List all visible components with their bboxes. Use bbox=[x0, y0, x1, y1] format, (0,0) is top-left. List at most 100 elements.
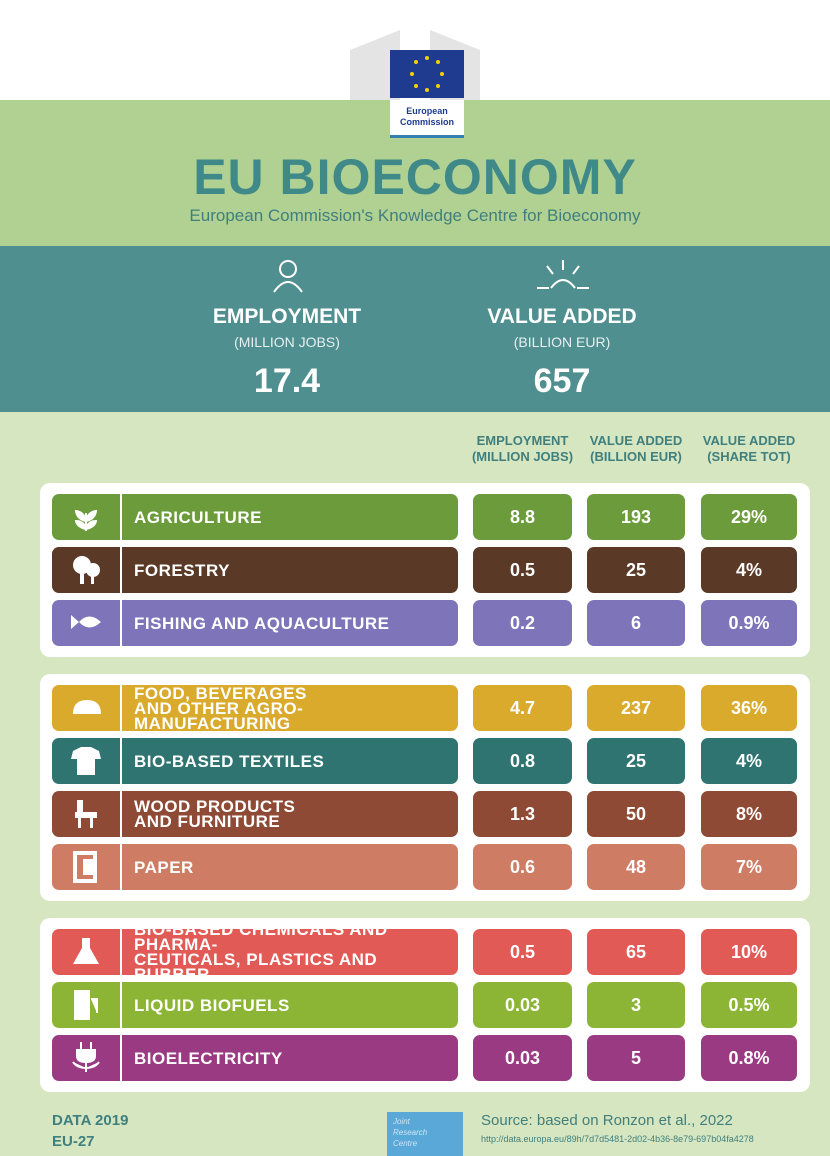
top-band bbox=[0, 0, 830, 100]
logo-text: Commission bbox=[399, 117, 454, 127]
icon-glyph bbox=[74, 509, 98, 531]
column-header-line: (BILLION EUR) bbox=[590, 449, 682, 464]
sector-icon bbox=[52, 1035, 120, 1081]
sector-label-line: PAPER bbox=[134, 857, 194, 877]
summary-label: EMPLOYMENT bbox=[212, 305, 362, 328]
sector-icon bbox=[52, 685, 120, 731]
summary-unit: (BILLION EUR) bbox=[513, 334, 611, 350]
column-header-line: VALUE ADDED bbox=[702, 433, 796, 448]
summary-unit: (MILLION JOBS) bbox=[234, 334, 340, 350]
column-header-line: (SHARE TOT) bbox=[707, 449, 791, 464]
value-cell: 5 bbox=[587, 1035, 685, 1081]
sector-label-line: BIO-BASED CHEMICALS AND PHARMA- bbox=[134, 920, 388, 954]
column-header-line: (MILLION JOBS) bbox=[471, 449, 574, 464]
sector-icon bbox=[52, 494, 120, 540]
sector-icon bbox=[52, 600, 120, 646]
sector-label: BIOELECTRICITY bbox=[122, 1035, 458, 1081]
value-cell: 8.8 bbox=[473, 494, 572, 540]
value-cell: 193 bbox=[587, 494, 685, 540]
value-cell: 0.03 bbox=[473, 1035, 572, 1081]
value-cell: 0.5% bbox=[701, 982, 797, 1028]
logo-text: European bbox=[406, 106, 448, 116]
sector-icon bbox=[52, 982, 120, 1028]
column-header: EMPLOYMENT (MILLION JOBS) bbox=[468, 433, 578, 465]
summary-value: 17.4 bbox=[253, 362, 321, 400]
sector-label: FISHING AND AQUACULTURE bbox=[122, 600, 458, 646]
logo-building bbox=[350, 30, 480, 100]
column-header-line: EMPLOYMENT bbox=[476, 433, 569, 448]
value-cell: 3 bbox=[587, 982, 685, 1028]
column-header: VALUE ADDED (SHARE TOT) bbox=[694, 433, 804, 465]
sector-label-line: LIQUID BIOFUELS bbox=[134, 995, 290, 1015]
sector-label-line: AND OTHER AGRO-MANUFACTURING bbox=[134, 698, 304, 733]
value-cell: 0.03 bbox=[473, 982, 572, 1028]
sector-label: BIO-BASED TEXTILES bbox=[122, 738, 458, 784]
value-cell: 29% bbox=[701, 494, 797, 540]
column-header: VALUE ADDED (BILLION EUR) bbox=[581, 433, 691, 465]
icon-glyph bbox=[73, 938, 99, 964]
summary-band bbox=[0, 246, 830, 412]
value-cell: 8% bbox=[701, 791, 797, 837]
sector-label: FOOD, BEVERAGES AND OTHER AGRO-MANUFACTUR… bbox=[122, 683, 458, 733]
sector-label: BIO-BASED CHEMICALS AND PHARMA- CEUTICALS… bbox=[122, 921, 458, 983]
sector-label: PAPER bbox=[122, 844, 458, 890]
icon-glyph bbox=[73, 556, 100, 584]
value-cell: 4.7 bbox=[473, 685, 572, 731]
value-cell: 1.3 bbox=[473, 791, 572, 837]
value-cell: 0.9% bbox=[701, 600, 797, 646]
sector-label-line: FOOD, BEVERAGES bbox=[134, 683, 307, 703]
jrc-logo: Joint Research Centre bbox=[387, 1112, 463, 1156]
column-header-line: VALUE ADDED bbox=[589, 433, 683, 448]
sun-icon bbox=[537, 260, 589, 289]
value-cell: 10% bbox=[701, 929, 797, 975]
value-cell: 4% bbox=[701, 547, 797, 593]
value-cell: 6 bbox=[587, 600, 685, 646]
source-url: http://data.europa.eu/89h/7d7d5481-2d02-… bbox=[481, 1134, 754, 1144]
icon-glyph bbox=[71, 747, 101, 775]
title: EU BIOECONOMY bbox=[193, 149, 637, 205]
jrc-text: Joint bbox=[393, 1117, 410, 1126]
value-cell: 237 bbox=[587, 685, 685, 731]
icon-glyph bbox=[73, 851, 97, 883]
data-year: DATA 2019 bbox=[52, 1112, 129, 1129]
icon-glyph bbox=[73, 700, 101, 714]
value-cell: 7% bbox=[701, 844, 797, 890]
value-cell: 48 bbox=[587, 844, 685, 890]
value-cell: 25 bbox=[587, 738, 685, 784]
sector-label-line: FISHING AND AQUACULTURE bbox=[134, 613, 390, 633]
sector-label: LIQUID BIOFUELS bbox=[122, 982, 458, 1028]
sector-label-line: AGRICULTURE bbox=[134, 507, 262, 527]
value-cell: 50 bbox=[587, 791, 685, 837]
sector-icon bbox=[52, 844, 120, 890]
value-cell: 4% bbox=[701, 738, 797, 784]
sector-label-line: AND FURNITURE bbox=[134, 812, 281, 831]
sector-icon bbox=[52, 929, 120, 975]
value-cell: 0.6 bbox=[473, 844, 572, 890]
icon-glyph bbox=[74, 990, 98, 1020]
value-cell: 0.8% bbox=[701, 1035, 797, 1081]
jrc-text: Research bbox=[393, 1128, 428, 1137]
source: Source: based on Ronzon et al., 2022 bbox=[481, 1112, 733, 1129]
sector-label: AGRICULTURE bbox=[122, 494, 458, 540]
sector-label-line: FORESTRY bbox=[134, 560, 230, 580]
sector-label: FORESTRY bbox=[122, 547, 458, 593]
sector-icon bbox=[52, 738, 120, 784]
sector-icon bbox=[52, 791, 120, 837]
region: EU-27 bbox=[52, 1133, 95, 1150]
sector-icon bbox=[52, 547, 120, 593]
logo-label: European Commission bbox=[390, 100, 464, 138]
sector-label-line: BIO-BASED TEXTILES bbox=[134, 751, 325, 771]
value-cell: 36% bbox=[701, 685, 797, 731]
summary-label: VALUE ADDED bbox=[487, 305, 637, 328]
value-cell: 0.2 bbox=[473, 600, 572, 646]
icon-glyph bbox=[72, 1042, 100, 1072]
value-cell: 65 bbox=[587, 929, 685, 975]
icon-glyph bbox=[71, 615, 101, 629]
subtitle: European Commission's Knowledge Centre f… bbox=[189, 206, 641, 225]
value-cell: 0.8 bbox=[473, 738, 572, 784]
icon-glyph bbox=[75, 800, 97, 828]
sector-label: WOOD PRODUCTS AND FURNITURE bbox=[122, 791, 458, 837]
value-cell: 0.5 bbox=[473, 547, 572, 593]
person-icon bbox=[273, 260, 303, 293]
